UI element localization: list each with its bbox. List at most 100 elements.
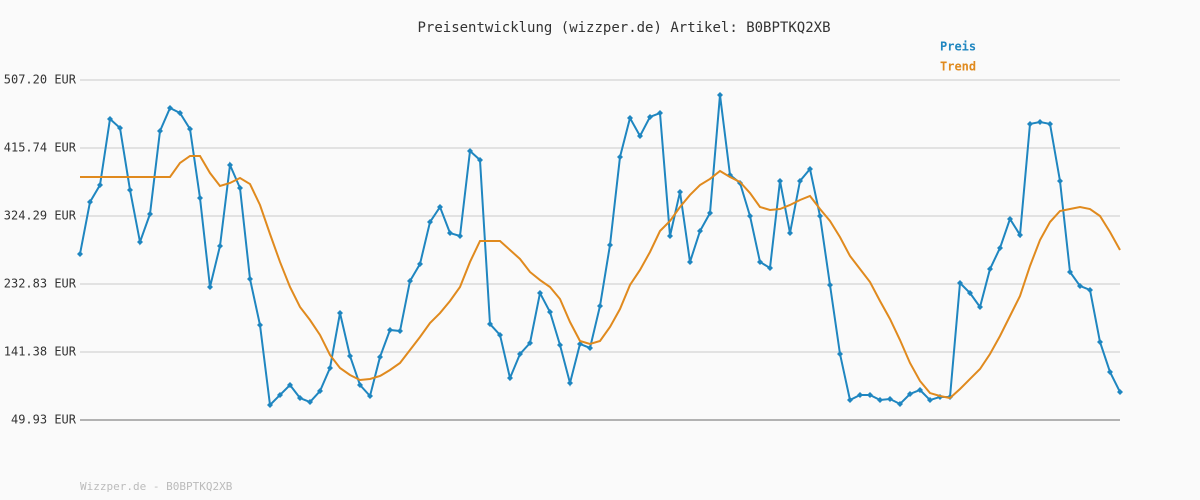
point-marker (1007, 215, 1013, 222)
point-marker (767, 264, 773, 271)
point-marker (117, 124, 123, 131)
point-marker (137, 239, 143, 246)
point-marker (297, 395, 303, 402)
point-marker (667, 232, 673, 239)
point-marker (427, 219, 433, 226)
point-marker (997, 244, 1003, 251)
point-marker (167, 104, 173, 111)
y-tick-label: 141.38 EUR (4, 345, 77, 359)
point-marker (907, 390, 913, 397)
point-marker (857, 391, 863, 398)
point-marker (257, 321, 263, 328)
point-marker (337, 310, 343, 317)
point-marker (647, 113, 653, 120)
point-marker (617, 153, 623, 160)
point-marker (1057, 177, 1063, 184)
point-marker (517, 350, 523, 357)
point-marker (147, 210, 153, 217)
point-marker (547, 308, 553, 315)
point-marker (557, 341, 563, 348)
point-marker (107, 115, 113, 122)
point-marker (507, 375, 513, 382)
point-marker (987, 266, 993, 273)
point-marker (77, 250, 83, 257)
point-marker (357, 382, 363, 389)
point-marker (657, 110, 663, 117)
point-marker (487, 321, 493, 328)
point-marker (437, 203, 443, 210)
point-marker (177, 110, 183, 117)
point-marker (587, 344, 593, 351)
point-marker (717, 91, 723, 98)
point-marker (387, 326, 393, 333)
footer: Wizzper.de - B0BPTKQ2XB (80, 480, 233, 493)
point-marker (327, 364, 333, 371)
point-marker (197, 195, 203, 202)
point-marker (397, 328, 403, 335)
point-marker (97, 181, 103, 188)
point-marker (497, 331, 503, 338)
point-marker (837, 350, 843, 357)
point-marker (787, 230, 793, 237)
point-marker (697, 228, 703, 235)
point-marker (227, 161, 233, 168)
point-marker (1017, 231, 1023, 238)
point-marker (607, 241, 613, 248)
point-marker (687, 258, 693, 265)
point-marker (887, 395, 893, 402)
point-marker (527, 339, 533, 346)
point-marker (897, 400, 903, 407)
point-marker (757, 258, 763, 265)
legend-entry: Trend (940, 60, 976, 74)
point-marker (447, 230, 453, 237)
point-marker (927, 397, 933, 404)
point-marker (807, 166, 813, 173)
point-marker (247, 275, 253, 282)
chart-title: Preisentwicklung (wizzper.de) Artikel: B… (417, 20, 830, 36)
point-marker (417, 260, 423, 267)
point-marker (207, 284, 213, 291)
point-marker (537, 290, 543, 297)
point-marker (1117, 388, 1123, 395)
y-tick-label: 507.20 EUR (4, 73, 77, 87)
point-marker (967, 290, 973, 297)
point-marker (847, 397, 853, 404)
y-tick-label: 232.83 EUR (4, 277, 77, 291)
point-marker (747, 212, 753, 219)
point-marker (457, 232, 463, 239)
y-tick-label: 324.29 EUR (4, 209, 77, 223)
point-marker (367, 393, 373, 400)
point-marker (797, 177, 803, 184)
point-marker (637, 132, 643, 139)
legend-entry: Preis (940, 40, 976, 54)
y-tick-label: 415.74 EUR (4, 141, 77, 155)
point-marker (317, 388, 323, 395)
y-tick-label: 49.93 EUR (11, 413, 77, 427)
point-marker (877, 397, 883, 404)
point-marker (87, 199, 93, 206)
point-marker (1077, 282, 1083, 289)
point-marker (977, 304, 983, 311)
point-marker (307, 399, 313, 406)
point-marker (187, 125, 193, 132)
point-marker (277, 391, 283, 398)
point-marker (817, 212, 823, 219)
point-marker (597, 302, 603, 309)
point-marker (827, 281, 833, 288)
point-marker (157, 128, 163, 135)
point-marker (1087, 286, 1093, 293)
point-marker (627, 114, 633, 121)
point-marker (477, 157, 483, 164)
series-line (80, 154, 1121, 400)
point-marker (677, 188, 683, 195)
point-marker (1047, 120, 1053, 127)
point-marker (217, 242, 223, 249)
point-marker (1097, 338, 1103, 345)
point-marker (407, 277, 413, 284)
point-marker (867, 391, 873, 398)
point-marker (287, 382, 293, 389)
point-marker (377, 353, 383, 360)
point-marker (1037, 119, 1043, 126)
